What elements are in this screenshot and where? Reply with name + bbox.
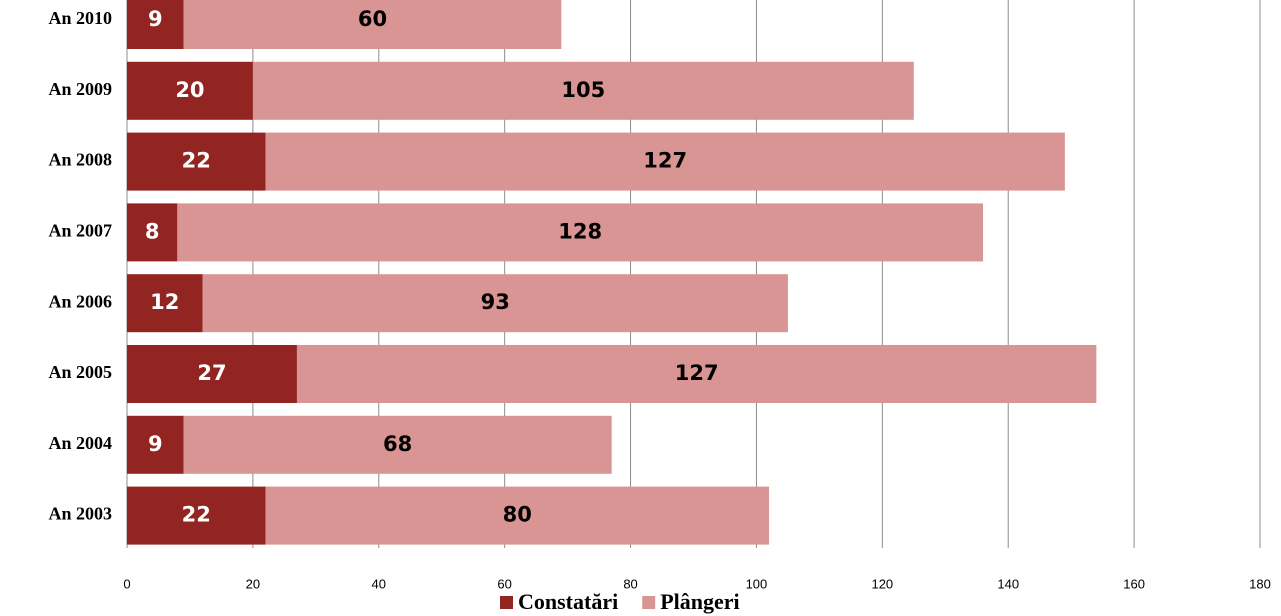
x-tick-label: 80 <box>623 576 637 591</box>
bar-segment <box>127 132 266 191</box>
data-label: 127 <box>643 149 687 173</box>
y-tick-label: An 2009 <box>48 79 112 99</box>
x-tick-label: 40 <box>372 576 386 591</box>
bar-segment <box>127 415 184 474</box>
data-label: 60 <box>358 7 387 31</box>
data-label: 93 <box>481 290 510 314</box>
bar-segment <box>252 61 914 120</box>
legend-label: Plângeri <box>660 589 739 614</box>
bar-segment <box>127 203 178 262</box>
legend-swatch <box>500 596 513 609</box>
bar-segment <box>127 274 203 333</box>
bar-segment <box>127 486 266 545</box>
y-tick-label: An 2006 <box>48 291 112 311</box>
data-label: 80 <box>503 503 532 527</box>
bar-segment <box>202 274 788 333</box>
bar-segment <box>177 203 984 262</box>
legend-swatch <box>642 596 656 609</box>
data-label: 27 <box>197 361 226 385</box>
bar-segment <box>265 132 1065 191</box>
data-label: 22 <box>182 503 211 527</box>
y-tick-label: An 2005 <box>48 362 112 382</box>
bar-segment <box>183 415 612 474</box>
data-label: 8 <box>145 219 160 243</box>
y-tick-label: An 2004 <box>48 433 112 453</box>
bar-segment <box>127 61 253 120</box>
x-tick-label: 180 <box>1249 576 1271 591</box>
bar-segment <box>127 345 297 403</box>
data-label: 128 <box>558 219 602 243</box>
data-label: 127 <box>675 361 719 385</box>
y-tick-label: An 2010 <box>48 8 112 28</box>
bar-segment <box>183 0 562 49</box>
data-label: 9 <box>148 432 163 456</box>
x-tick-label: 20 <box>246 576 260 591</box>
x-tick-label: 120 <box>871 576 893 591</box>
y-tick-label: An 2003 <box>48 504 112 524</box>
y-tick-label: An 2007 <box>48 221 112 241</box>
data-label: 22 <box>182 149 211 173</box>
x-tick-label: 140 <box>997 576 1019 591</box>
legend-label: Constatări <box>518 589 618 614</box>
data-label: 9 <box>148 7 163 31</box>
bar-segment <box>127 0 184 49</box>
data-label: 68 <box>383 432 412 456</box>
x-tick-label: 100 <box>746 576 768 591</box>
bar-segment <box>265 486 770 545</box>
x-tick-label: 60 <box>497 576 511 591</box>
y-tick-label: An 2008 <box>48 150 112 170</box>
data-label: 20 <box>175 78 204 102</box>
data-label: 105 <box>561 78 605 102</box>
data-label: 12 <box>150 290 179 314</box>
bar-segment <box>296 345 1097 403</box>
x-tick-label: 0 <box>123 576 130 591</box>
x-tick-label: 160 <box>1123 576 1145 591</box>
